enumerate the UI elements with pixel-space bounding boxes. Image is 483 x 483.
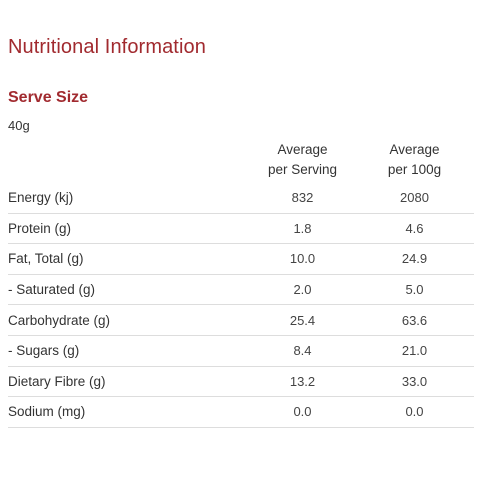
table-row: - Saturated (g) 2.0 5.0 xyxy=(8,275,474,306)
header-per-100g: Average per 100g xyxy=(355,139,474,180)
row-label: Energy (kj) xyxy=(8,190,74,206)
table-row: - Sugars (g) 8.4 21.0 xyxy=(8,336,474,367)
header-per-100g-line1: Average xyxy=(389,142,440,157)
header-per-100g-line2: per 100g xyxy=(387,162,442,177)
row-label: - Saturated (g) xyxy=(8,282,96,298)
serve-size-heading: Serve Size xyxy=(8,89,89,106)
header-per-serving-line2: per Serving xyxy=(267,162,338,177)
row-per-100g: 0.0 xyxy=(405,404,424,420)
table-header-row: Average per Serving Average per 100g xyxy=(8,139,474,183)
row-per-serving: 10.0 xyxy=(289,251,316,267)
header-per-serving: Average per Serving xyxy=(250,139,355,180)
row-per-serving: 832 xyxy=(291,190,314,206)
row-label: Dietary Fibre (g) xyxy=(8,373,106,389)
row-per-100g: 4.6 xyxy=(405,220,424,236)
row-label: Carbohydrate (g) xyxy=(8,312,111,328)
row-per-serving: 13.2 xyxy=(289,373,316,389)
page-title: Nutritional Information xyxy=(8,36,206,58)
table-row: Fat, Total (g) 10.0 24.9 xyxy=(8,244,474,275)
table-row: Energy (kj) 832 2080 xyxy=(8,183,474,214)
table-row: Carbohydrate (g) 25.4 63.6 xyxy=(8,305,474,336)
row-per-serving: 2.0 xyxy=(293,282,312,298)
row-per-serving: 1.8 xyxy=(293,220,312,236)
row-per-100g: 63.6 xyxy=(401,312,428,328)
row-per-100g: 5.0 xyxy=(405,282,424,298)
row-per-100g: 33.0 xyxy=(401,373,428,389)
row-label: Sodium (mg) xyxy=(8,404,86,420)
table-row: Sodium (mg) 0.0 0.0 xyxy=(8,397,474,428)
table-row: Protein (g) 1.8 4.6 xyxy=(8,214,474,245)
table-row: Dietary Fibre (g) 13.2 33.0 xyxy=(8,367,474,398)
serve-size-value: 40g xyxy=(8,118,30,133)
row-label: Protein (g) xyxy=(8,220,72,236)
row-label: - Sugars (g) xyxy=(8,343,80,359)
row-per-serving: 25.4 xyxy=(289,312,316,328)
row-per-serving: 8.4 xyxy=(293,343,312,359)
row-label: Fat, Total (g) xyxy=(8,251,84,267)
header-per-serving-line1: Average xyxy=(277,142,328,157)
row-per-serving: 0.0 xyxy=(293,404,312,420)
nutrition-table: Average per Serving Average per 100g Ene… xyxy=(8,139,474,428)
row-per-100g: 2080 xyxy=(400,190,429,206)
row-per-100g: 24.9 xyxy=(401,251,428,267)
row-per-100g: 21.0 xyxy=(401,343,428,359)
